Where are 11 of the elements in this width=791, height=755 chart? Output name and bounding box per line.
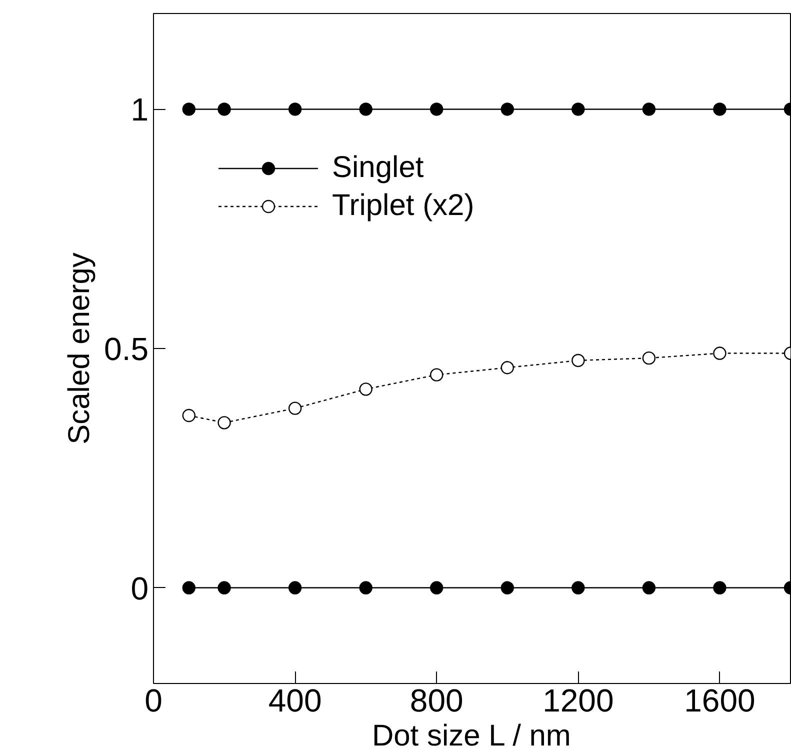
legend-label: Triplet (x2) [332, 189, 474, 223]
x-tick-label: 400 [268, 682, 322, 718]
y-axis-title: Scaled energy [63, 252, 96, 444]
x-tick-label: 1600 [684, 682, 756, 718]
legend-label: Singlet [332, 151, 424, 185]
x-tick-label: 1200 [542, 682, 614, 718]
y-tick-label: 0 [130, 570, 148, 606]
x-tick-label: 800 [410, 682, 464, 718]
y-tick-label: 0.5 [104, 331, 148, 367]
y-tick-label: 1 [130, 92, 148, 128]
x-axis-title: Dot size L / nm [372, 720, 571, 752]
